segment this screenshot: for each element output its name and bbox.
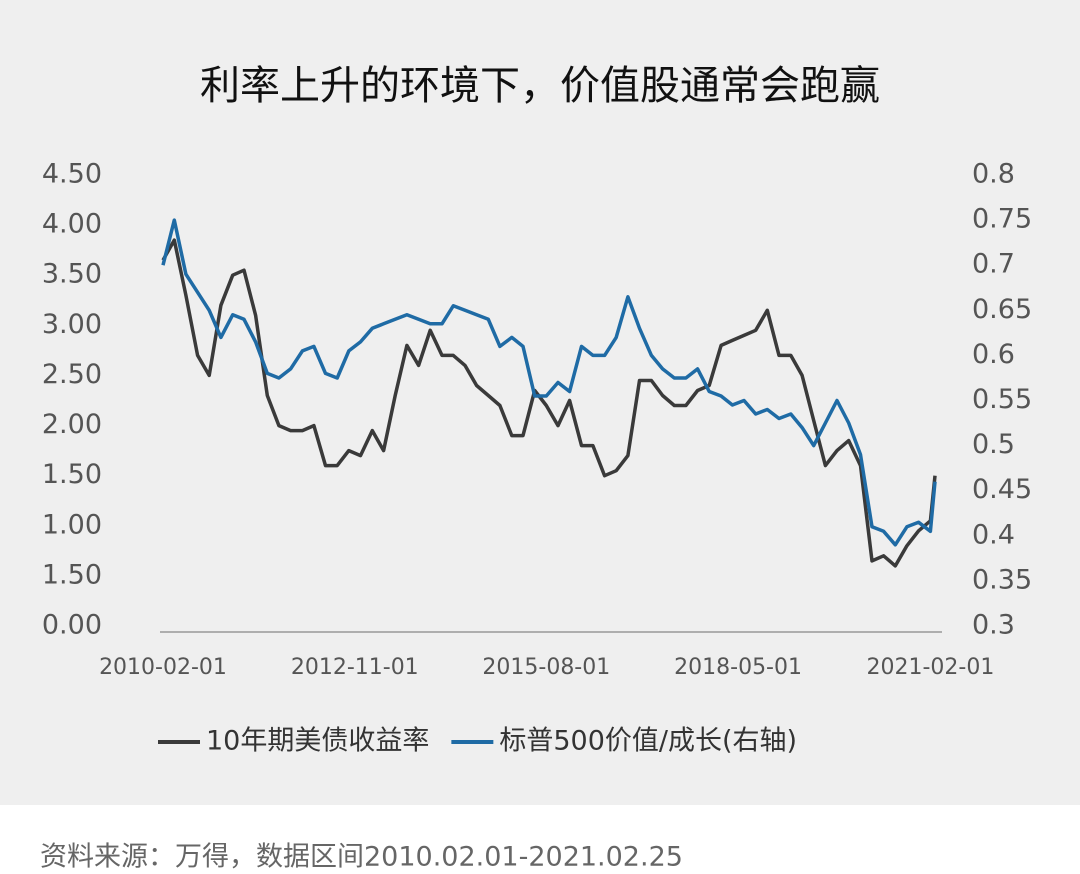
y2-tick-label: 0.6: [972, 339, 1015, 370]
y2-tick-label: 0.45: [972, 474, 1032, 505]
series-line: [161, 218, 937, 547]
x-tick-label: 2010-02-01: [99, 655, 227, 680]
y-tick-label: 1.50: [42, 459, 102, 490]
y2-tick-label: 0.65: [972, 294, 1032, 325]
legend-label: 10年期美债收益率: [206, 726, 429, 757]
source-note: 资料来源：万得，数据区间2010.02.01-2021.02.25: [40, 842, 683, 873]
y2-tick-label: 0.4: [972, 519, 1015, 550]
y-tick-label: 2.00: [42, 409, 102, 440]
series-line: [161, 238, 937, 568]
y-tick-label: 4.00: [42, 209, 102, 240]
y2-tick-label: 0.75: [972, 204, 1032, 235]
y-tick-label: 2.50: [42, 359, 102, 390]
legend-label: 标普500价值/成长(右轴): [499, 726, 797, 757]
chart-background: [0, 0, 1080, 805]
y2-tick-label: 0.7: [972, 249, 1015, 280]
x-tick-label: 2021-02-01: [866, 655, 994, 680]
y2-tick-label: 0.8: [972, 159, 1015, 190]
y2-tick-label: 0.5: [972, 429, 1015, 460]
y-tick-label: 1.50: [42, 559, 102, 590]
y-tick-label: 3.50: [42, 259, 102, 290]
x-tick-label: 2015-08-01: [482, 655, 610, 680]
x-tick-label: 2018-05-01: [674, 655, 802, 680]
x-tick-label: 2012-11-01: [291, 655, 419, 680]
y2-tick-label: 0.3: [972, 610, 1015, 641]
y-tick-label: 0.00: [42, 610, 102, 641]
y-tick-label: 1.00: [42, 509, 102, 540]
y-tick-label: 4.50: [42, 159, 102, 190]
y2-tick-label: 0.35: [972, 564, 1032, 595]
chart-title: 利率上升的环境下，价值股通常会跑赢: [200, 63, 880, 109]
y-tick-label: 3.00: [42, 309, 102, 340]
y2-tick-label: 0.55: [972, 384, 1032, 415]
